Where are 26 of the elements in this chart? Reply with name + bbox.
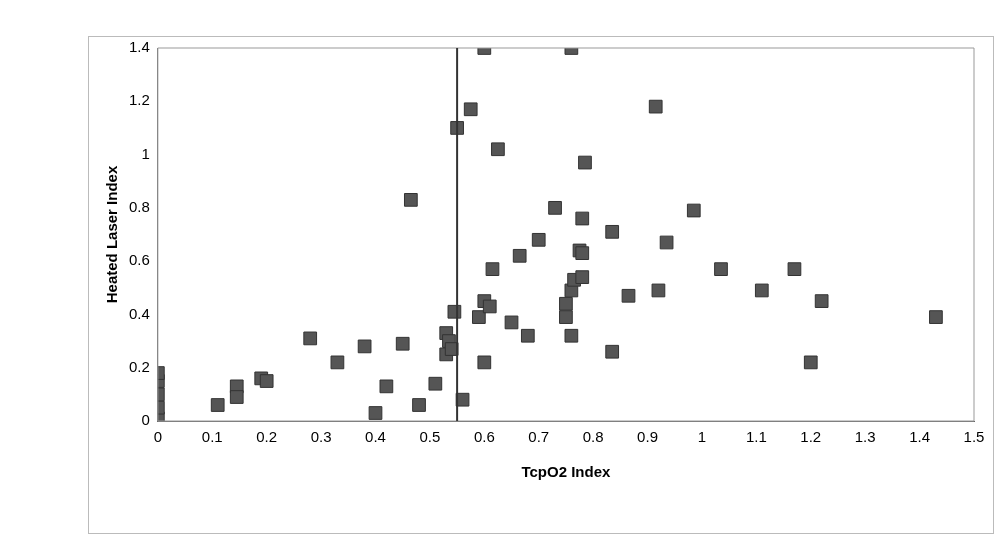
y-axis-title: Heated Laser Index — [103, 165, 121, 304]
y-tick-label: 0.2 — [128, 357, 150, 375]
x-tick-label: 1.3 — [854, 428, 876, 446]
x-tick-label: 0 — [153, 428, 163, 446]
x-tick-label: 0.1 — [201, 428, 223, 446]
x-tick-label: 1.5 — [963, 428, 985, 446]
y-tick-label: 1.4 — [128, 38, 150, 56]
x-tick-label: 0.8 — [582, 428, 604, 446]
x-tick-label: 0.4 — [365, 428, 386, 446]
y-tick-label: 1 — [141, 144, 150, 162]
y-tick-label: 0 — [141, 411, 150, 429]
x-tick-label: 0.2 — [256, 428, 278, 446]
y-tick-label: 0.8 — [128, 198, 150, 215]
x-tick-label: 0.7 — [528, 428, 550, 446]
y-tick-label: 0.4 — [128, 304, 150, 322]
x-tick-label: 0.5 — [419, 428, 441, 446]
x-tick-label: 1.4 — [909, 428, 931, 446]
x-tick-label: 1 — [697, 428, 707, 446]
x-tick-label: 0.9 — [637, 428, 658, 446]
x-tick-label: 1.1 — [745, 428, 767, 446]
x-axis-title: TcpO2 Index — [521, 463, 612, 481]
x-tick-label: 0.3 — [310, 428, 332, 446]
y-tick-label: 1.2 — [128, 91, 150, 109]
x-tick-label: 0.6 — [473, 428, 495, 446]
x-tick-label: 1.2 — [800, 428, 822, 446]
y-tick-label: 0.6 — [128, 251, 150, 269]
